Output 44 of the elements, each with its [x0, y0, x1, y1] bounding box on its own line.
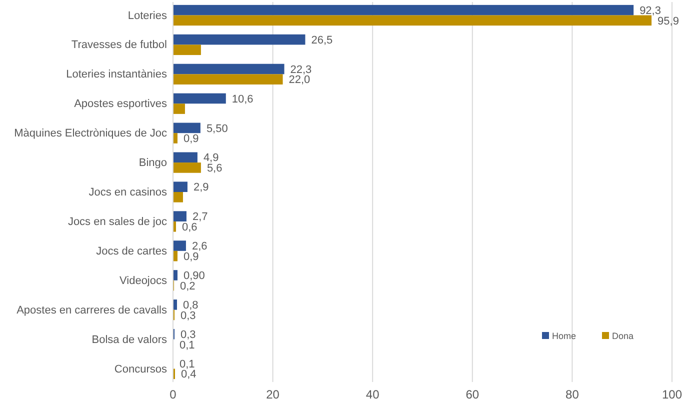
y-tick-label: Màquines Electròniques de Joc: [14, 128, 168, 140]
y-tick-label: Travesses de futbol: [71, 39, 167, 52]
x-tick-label: 60: [466, 388, 480, 402]
data-label: 22,3: [290, 64, 312, 76]
y-tick-label: Jocs en sales de joc: [68, 216, 168, 228]
data-label: 0,9: [183, 250, 199, 263]
x-tick-label: 40: [366, 388, 380, 402]
y-tick-label: Bolsa de valors: [92, 334, 168, 346]
x-tick-label: 100: [662, 388, 682, 402]
y-tick-label: Loteries instantànies: [66, 68, 168, 81]
data-label: 0,2: [180, 280, 196, 292]
data-label: 2,9: [193, 182, 209, 194]
data-label: 92,3: [640, 4, 661, 17]
data-label: 0,1: [180, 358, 195, 370]
data-label: 0,9: [183, 133, 199, 146]
y-tick-label: Apostes esportives: [74, 98, 168, 110]
x-tick-label: 20: [266, 388, 280, 402]
data-label: 2,6: [192, 240, 208, 253]
data-label: 5,6: [206, 162, 222, 175]
data-label: 0,6: [182, 221, 198, 234]
x-tick-label: 0: [170, 388, 177, 402]
data-label: 0,3: [180, 328, 196, 341]
y-tick-label: Jocs de cartes: [96, 245, 168, 258]
data-label: 0,3: [180, 310, 196, 322]
data-label: 0,90: [183, 270, 205, 282]
y-tick-label: Videojocs: [120, 274, 168, 287]
y-tick-label: Jocs en casinos: [88, 186, 168, 199]
y-tick-label: Apostes en carreres de cavalls: [16, 304, 168, 316]
x-tick-label: 80: [566, 388, 580, 402]
y-tick-label: Bingo: [138, 157, 167, 170]
data-label: 0,8: [182, 300, 198, 312]
data-label: 0,1: [180, 339, 195, 352]
y-tick-label: Concursos: [114, 363, 168, 376]
data-label: 0,4: [180, 368, 196, 381]
y-tick-label: Loteries: [128, 10, 168, 22]
data-label: 10,6: [232, 93, 254, 106]
data-label: 95,9: [658, 15, 679, 28]
legend-label: Home: [552, 331, 576, 342]
data-label: 2,7: [192, 211, 208, 224]
data-label: 5,50: [206, 122, 228, 135]
legend-label: Dona: [612, 331, 634, 342]
data-label: 4,9: [203, 152, 219, 164]
data-label: 26,5: [311, 34, 333, 46]
data-label: 22,0: [288, 74, 310, 86]
